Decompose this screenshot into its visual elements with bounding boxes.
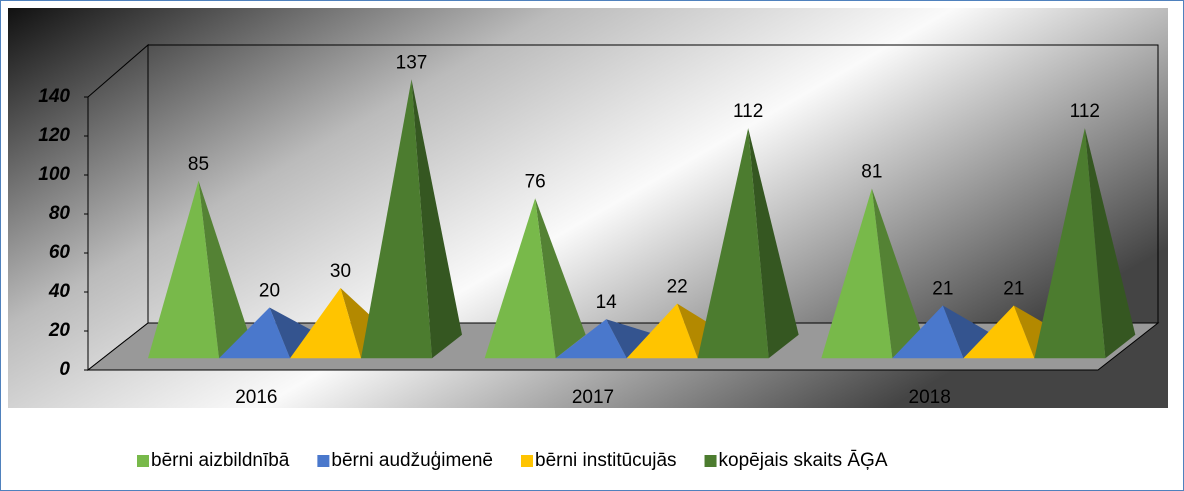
- pyramid: [361, 79, 432, 359]
- data-label: 85: [188, 154, 209, 175]
- data-label: 30: [330, 261, 351, 282]
- pyramid-side: [269, 307, 320, 359]
- y-tick-label: 20: [48, 320, 71, 341]
- legend-label: kopējais skaits ĀĢA: [719, 450, 888, 471]
- pyramid: [555, 319, 627, 359]
- pyramid-side: [606, 319, 657, 359]
- pyramid: [963, 305, 1035, 359]
- pyramid: [626, 303, 698, 359]
- x-tick-label: 2016: [235, 387, 277, 408]
- pyramid: [1034, 128, 1106, 359]
- pyramid-side: [198, 180, 249, 359]
- data-label: 21: [1003, 279, 1024, 300]
- data-label: 81: [861, 162, 882, 183]
- y-tick-label: 0: [59, 359, 70, 380]
- pyramid-side: [942, 305, 994, 359]
- data-label: 20: [259, 281, 280, 302]
- x-tick-label: 2017: [572, 387, 614, 408]
- y-tick-label: 60: [49, 242, 71, 263]
- pyramid: [219, 307, 290, 359]
- pyramid-side: [411, 79, 462, 359]
- legend-swatch: [704, 455, 717, 467]
- legend-label: bērni aizbildnībā: [151, 450, 290, 471]
- legend-label: bērni audžuģimenē: [331, 450, 493, 471]
- data-label: 137: [396, 52, 428, 73]
- y-tick-label: 100: [38, 164, 70, 185]
- legend-swatch: [137, 455, 149, 467]
- legend-swatch: [317, 455, 330, 467]
- pyramid: [148, 180, 219, 359]
- data-label: 14: [596, 292, 618, 313]
- data-label: 76: [525, 171, 546, 192]
- legend-swatch: [521, 455, 533, 467]
- pyramid-side: [1084, 128, 1136, 359]
- pyramid: [697, 128, 769, 359]
- legend-label: bērni institūcujās: [535, 450, 677, 471]
- pyramid: [821, 188, 893, 359]
- pyramid-side: [535, 198, 586, 359]
- pyramid: [892, 305, 964, 359]
- data-label: 21: [932, 279, 953, 300]
- data-label: 112: [733, 101, 763, 122]
- y-tick-label: 120: [38, 125, 70, 146]
- pyramid-side: [748, 128, 799, 359]
- pyramid: [290, 288, 361, 359]
- y-tick-label: 140: [38, 86, 70, 107]
- pyramid: [484, 198, 556, 359]
- y-tick-label: 40: [48, 281, 71, 302]
- data-label: 112: [1070, 101, 1100, 122]
- x-tick-label: 2018: [909, 387, 951, 408]
- data-label: 22: [667, 277, 688, 298]
- pyramid-side: [1013, 305, 1065, 359]
- pyramid-side: [871, 188, 923, 359]
- y-tick-label: 80: [49, 203, 71, 224]
